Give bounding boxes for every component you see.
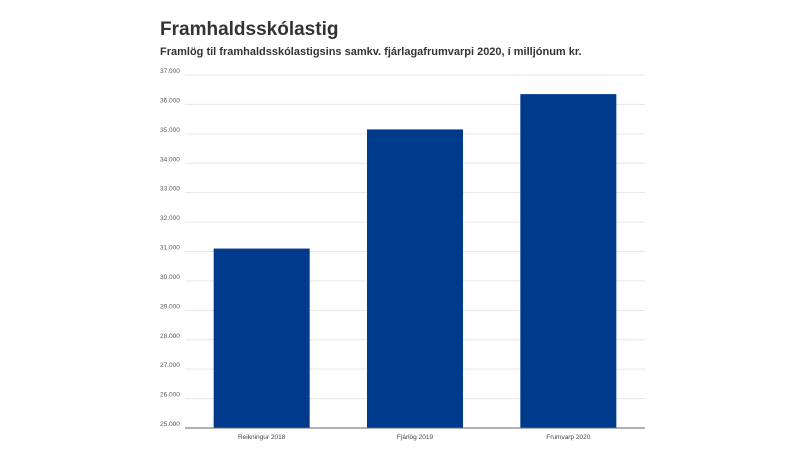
y-tick-label: 32.000 bbox=[160, 215, 180, 222]
y-tick-label: 28.000 bbox=[160, 333, 180, 340]
y-tick-label: 31.000 bbox=[160, 245, 180, 252]
x-tick-label: Fjárlög 2019 bbox=[397, 434, 434, 441]
chart-title: Framhaldsskólastig bbox=[160, 19, 339, 40]
bar bbox=[213, 248, 310, 428]
bar bbox=[520, 94, 617, 428]
y-axis-ticks: 25.000 26.000 27.000 28.000 29.000 30.000 31.0… bbox=[160, 68, 180, 428]
x-tick-label: Frumvarp 2020 bbox=[546, 434, 590, 441]
x-tick-label: Reikningur 2018 bbox=[238, 434, 286, 441]
y-tick-label: 36.000 bbox=[160, 97, 180, 104]
y-tick-label: 34.000 bbox=[160, 156, 180, 163]
y-tick-label: 27.000 bbox=[160, 362, 180, 369]
y-tick-label: 30.000 bbox=[160, 274, 180, 281]
y-tick-label: 33.000 bbox=[160, 186, 180, 193]
y-tick-label: 26.000 bbox=[160, 392, 180, 399]
y-tick-label: 37.000 bbox=[160, 68, 180, 75]
bars bbox=[213, 94, 617, 428]
y-tick-label: 35.000 bbox=[160, 127, 180, 134]
bar bbox=[367, 129, 463, 428]
y-tick-label: 29.000 bbox=[160, 303, 180, 310]
chart-subtitle: Framlög til framhaldsskólastigsins samkv… bbox=[160, 46, 582, 58]
y-tick-label: 25.000 bbox=[160, 421, 180, 428]
x-axis-labels: Reikningur 2018 Fjárlög 2019 Frumvarp 2020 bbox=[238, 434, 591, 441]
